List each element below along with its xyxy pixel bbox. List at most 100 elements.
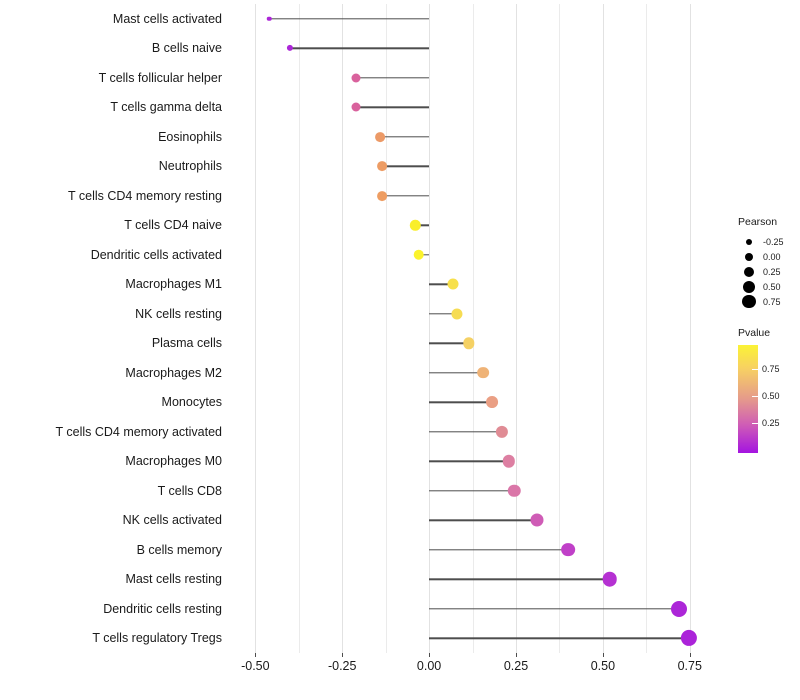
- lollipop-stem: [380, 136, 430, 138]
- lollipop-point: [495, 425, 509, 438]
- lollipop-stem: [356, 77, 430, 79]
- legend-pearson-title: Pearson: [738, 216, 778, 228]
- y-axis-label: Macrophages M0: [125, 454, 222, 468]
- legend-size-label: 0.50: [763, 281, 781, 292]
- lollipop-stem: [429, 342, 470, 344]
- legend-size-label: 0.25: [763, 266, 781, 277]
- colorbar-tick-label: 0.75: [762, 363, 780, 374]
- lollipop-point: [377, 190, 388, 201]
- lollipop-point: [530, 513, 544, 527]
- y-axis-label: NK cells resting: [135, 306, 222, 321]
- y-axis-label: T cells follicular helper: [98, 70, 222, 85]
- colorbar-wrap: 0.75 0.50 0.25: [738, 345, 794, 453]
- y-axis-label: Dendritic cells activated: [90, 247, 222, 262]
- lollipop-stem: [429, 372, 483, 374]
- legend-container: Pearson -0.25 0.00 0.25 0.50 0.75 Pvalue 0.7…: [738, 216, 800, 453]
- legend-size-label: 0.00: [763, 251, 781, 262]
- lollipop-stem: [429, 313, 457, 315]
- legend-size-dot-key: [738, 266, 760, 277]
- lollipop-stem: [429, 608, 680, 610]
- y-axis-label: T cells regulatory Tregs: [92, 631, 222, 645]
- lollipop-point: [451, 308, 463, 320]
- x-axis-tick-label: 0.50: [590, 659, 616, 673]
- x-axis-tick: [689, 653, 691, 657]
- lollipop-point: [680, 630, 697, 647]
- legend-size-row: -0.25: [738, 234, 800, 249]
- x-axis-tick: [342, 653, 344, 657]
- y-axis-label: Mast cells resting: [125, 572, 222, 586]
- legend-size-dot: [744, 266, 754, 277]
- lollipop-stem: [429, 637, 689, 639]
- lollipop-point: [351, 73, 361, 83]
- legend-pearson: Pearson -0.25 0.00 0.25 0.50 0.75: [738, 216, 800, 309]
- lollipop-point: [286, 45, 294, 52]
- y-axis-label: T cells CD4 memory activated: [55, 424, 223, 439]
- x-axis-tick-label: 0.25: [503, 659, 529, 673]
- x-axis: -0.50 -0.25 0.00 0.25 0.50 0.75: [231, 653, 728, 683]
- gridline-major: [602, 4, 604, 653]
- gridline-major: [689, 4, 691, 653]
- legend-size-dot-key: [738, 294, 760, 309]
- x-axis-tick: [602, 653, 604, 657]
- legend-size-row: 0.25: [738, 264, 800, 279]
- y-axis-label: T cells CD4 memory resting: [68, 188, 222, 203]
- y-axis-label: Macrophages M1: [125, 277, 222, 291]
- colorbar-tick: [752, 368, 758, 370]
- lollipop-stem: [269, 18, 430, 20]
- lollipop-point: [477, 366, 489, 379]
- y-axis-label: Mast cells activated: [112, 11, 222, 26]
- x-axis-tick: [515, 653, 517, 657]
- lollipop-point: [502, 455, 516, 468]
- legend-pvalue: Pvalue 0.75 0.50 0.25: [738, 327, 800, 453]
- lollipop-stem: [429, 519, 537, 521]
- x-axis-tick-label: -0.25: [327, 659, 357, 673]
- lollipop-stem: [429, 490, 515, 492]
- y-axis-label: NK cells activated: [122, 513, 222, 527]
- lollipop-point: [377, 161, 388, 172]
- lollipop-stem: [382, 195, 430, 197]
- lollipop-stem: [429, 460, 510, 462]
- x-axis-tick-label: 0.00: [416, 659, 442, 673]
- gridline-minor: [472, 4, 474, 653]
- lollipop-point: [561, 542, 575, 557]
- legend-size-dot: [745, 252, 753, 261]
- legend-size-dot: [743, 280, 755, 293]
- colorbar-tick-label: 0.25: [762, 417, 780, 428]
- legend-size-dot-key: [738, 252, 760, 261]
- legend-size-dot: [742, 294, 756, 309]
- y-axis-label: Dendritic cells resting: [103, 601, 222, 616]
- lollipop-stem: [429, 401, 492, 403]
- y-axis-label: Macrophages M2: [125, 365, 222, 380]
- lollipop-stem: [290, 47, 430, 49]
- y-axis-label: Eosinophils: [158, 129, 222, 144]
- lollipop-point: [266, 16, 272, 21]
- gridline-minor: [385, 4, 387, 653]
- gridline-major: [515, 4, 517, 653]
- x-axis-tick: [429, 653, 431, 657]
- legend-pvalue-title: Pvalue: [738, 327, 771, 339]
- legend-size-label: -0.25: [763, 236, 784, 247]
- lollipop-stem: [415, 224, 430, 226]
- lollipop-stem: [429, 283, 454, 285]
- y-axis-label: Plasma cells: [151, 336, 222, 350]
- legend-size-row: 0.00: [738, 249, 800, 264]
- gridline-minor: [298, 4, 300, 653]
- legend-size-dot-key: [738, 280, 760, 293]
- lollipop-stem: [429, 549, 569, 551]
- legend-size-row: 0.75: [738, 294, 800, 309]
- legend-size-row: 0.50: [738, 279, 800, 294]
- lollipop-point: [409, 220, 421, 231]
- y-axis-label: Monocytes: [161, 395, 222, 409]
- y-axis-label: B cells memory: [136, 542, 222, 557]
- gridline-minor: [646, 4, 648, 653]
- lollipop-stem: [429, 578, 610, 580]
- lollipop-point: [375, 131, 386, 142]
- legend-pearson-rows: -0.25 0.00 0.25 0.50 0.75: [738, 234, 800, 309]
- x-axis-tick-label: 0.75: [677, 659, 702, 673]
- colorbar-gradient: [738, 345, 758, 453]
- legend-size-dot-key: [738, 238, 760, 245]
- lollipop-point: [671, 600, 688, 617]
- plot-panel: [231, 4, 728, 653]
- x-axis-tick: [255, 653, 257, 657]
